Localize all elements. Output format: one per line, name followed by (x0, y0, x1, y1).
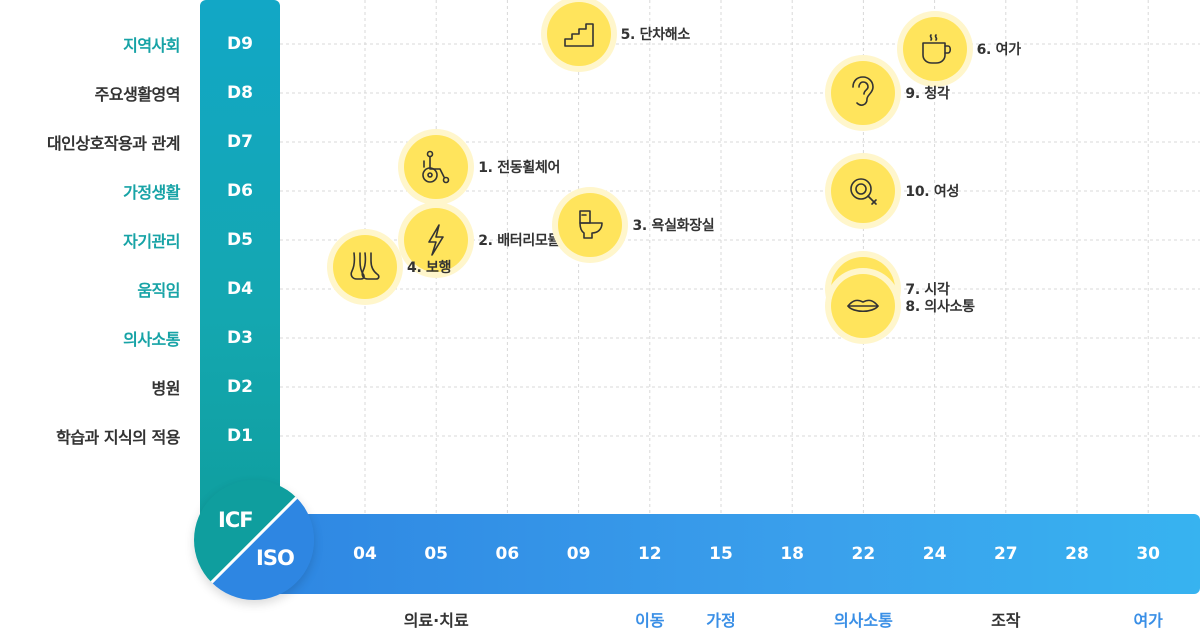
device-marker[interactable] (831, 159, 896, 223)
iso-code: 24 (922, 544, 947, 564)
coffee-cup-icon (921, 34, 951, 64)
wheelchair-icon (422, 150, 450, 183)
device-marker[interactable] (558, 193, 623, 258)
icf-code: D2 (227, 377, 253, 397)
axis-badge: ICF ISO (194, 480, 314, 600)
device-label: 9. 청각 (905, 86, 950, 102)
lips-icon (847, 299, 880, 313)
icf-code: D9 (227, 34, 253, 54)
device-marker[interactable] (333, 234, 397, 299)
icf-domain-label: 움직임 (137, 281, 180, 300)
female-symbol-icon (850, 178, 878, 205)
feet-icon (350, 252, 380, 280)
device-label: 5. 단차해소 (620, 27, 691, 44)
icf-code: D8 (227, 83, 253, 103)
device-label: 8. 의사소통 (905, 299, 975, 316)
icf-domain-label: 병원 (151, 379, 181, 398)
icf-code: D5 (227, 230, 253, 250)
iso-code: 05 (424, 544, 449, 564)
iso-code: 06 (495, 544, 520, 564)
iso-code: 28 (1065, 544, 1089, 564)
icf-code: D4 (227, 279, 253, 299)
iso-code: 27 (993, 544, 1018, 564)
icf-domain-label: 대인상호작용과 관계 (46, 134, 181, 153)
device-label: 1. 전동휠체어 (478, 159, 561, 176)
device-marker[interactable] (404, 208, 469, 272)
icf-domain-label: 주요생활영역 (94, 85, 181, 104)
iso-category-label: 의료·치료 (403, 611, 469, 630)
iso-category-label: 조작 (991, 611, 1021, 630)
icf-domain-label: 자기관리 (123, 232, 180, 251)
device-label: 3. 욕실화장실 (632, 218, 715, 235)
iso-axis-bar (250, 514, 1200, 594)
icf-domain-label: 가정생활 (123, 183, 180, 202)
icf-code: D1 (227, 426, 253, 446)
device-label: 4. 보행 (407, 259, 452, 276)
device-marker[interactable] (831, 61, 896, 125)
iso-category-label: 가정 (706, 611, 736, 630)
icf-axis-bar (200, 0, 280, 530)
icf-domain-label: 학습과 지식의 적용 (56, 428, 180, 447)
iso-code: 30 (1136, 544, 1161, 564)
iso-code: 09 (566, 544, 591, 564)
iso-category-label: 의사소통 (833, 611, 893, 630)
device-marker[interactable] (404, 134, 469, 199)
lightning-icon (428, 224, 444, 256)
iso-code: 22 (851, 544, 876, 564)
icf-code: D3 (227, 328, 253, 348)
iso-category-label: 여가 (1133, 611, 1163, 630)
icf-domain-label: 지역사회 (123, 36, 180, 55)
device-label: 6. 여가 (976, 41, 1022, 58)
device-marker[interactable] (831, 274, 896, 339)
iso-label: ISO (256, 546, 295, 570)
icf-domain-label: 의사소통 (123, 330, 180, 349)
device-label: 2. 배터리모듈 (478, 233, 561, 249)
iso-category-label: 이동 (635, 611, 665, 630)
stairs-icon (563, 23, 594, 47)
iso-code: 18 (780, 544, 805, 564)
device-marker[interactable] (902, 16, 967, 81)
device-marker[interactable] (546, 2, 611, 67)
icf-code: D7 (227, 132, 253, 152)
icf-label: ICF (218, 508, 254, 532)
iso-code: 15 (709, 544, 733, 564)
toilet-icon (579, 210, 604, 240)
device-label: 10. 여성 (905, 184, 960, 200)
iso-code: 12 (637, 544, 662, 564)
iso-code: 04 (353, 544, 377, 564)
device-label: 7. 시각 (905, 282, 950, 298)
ear-icon (852, 76, 875, 106)
icf-code: D6 (227, 181, 253, 201)
